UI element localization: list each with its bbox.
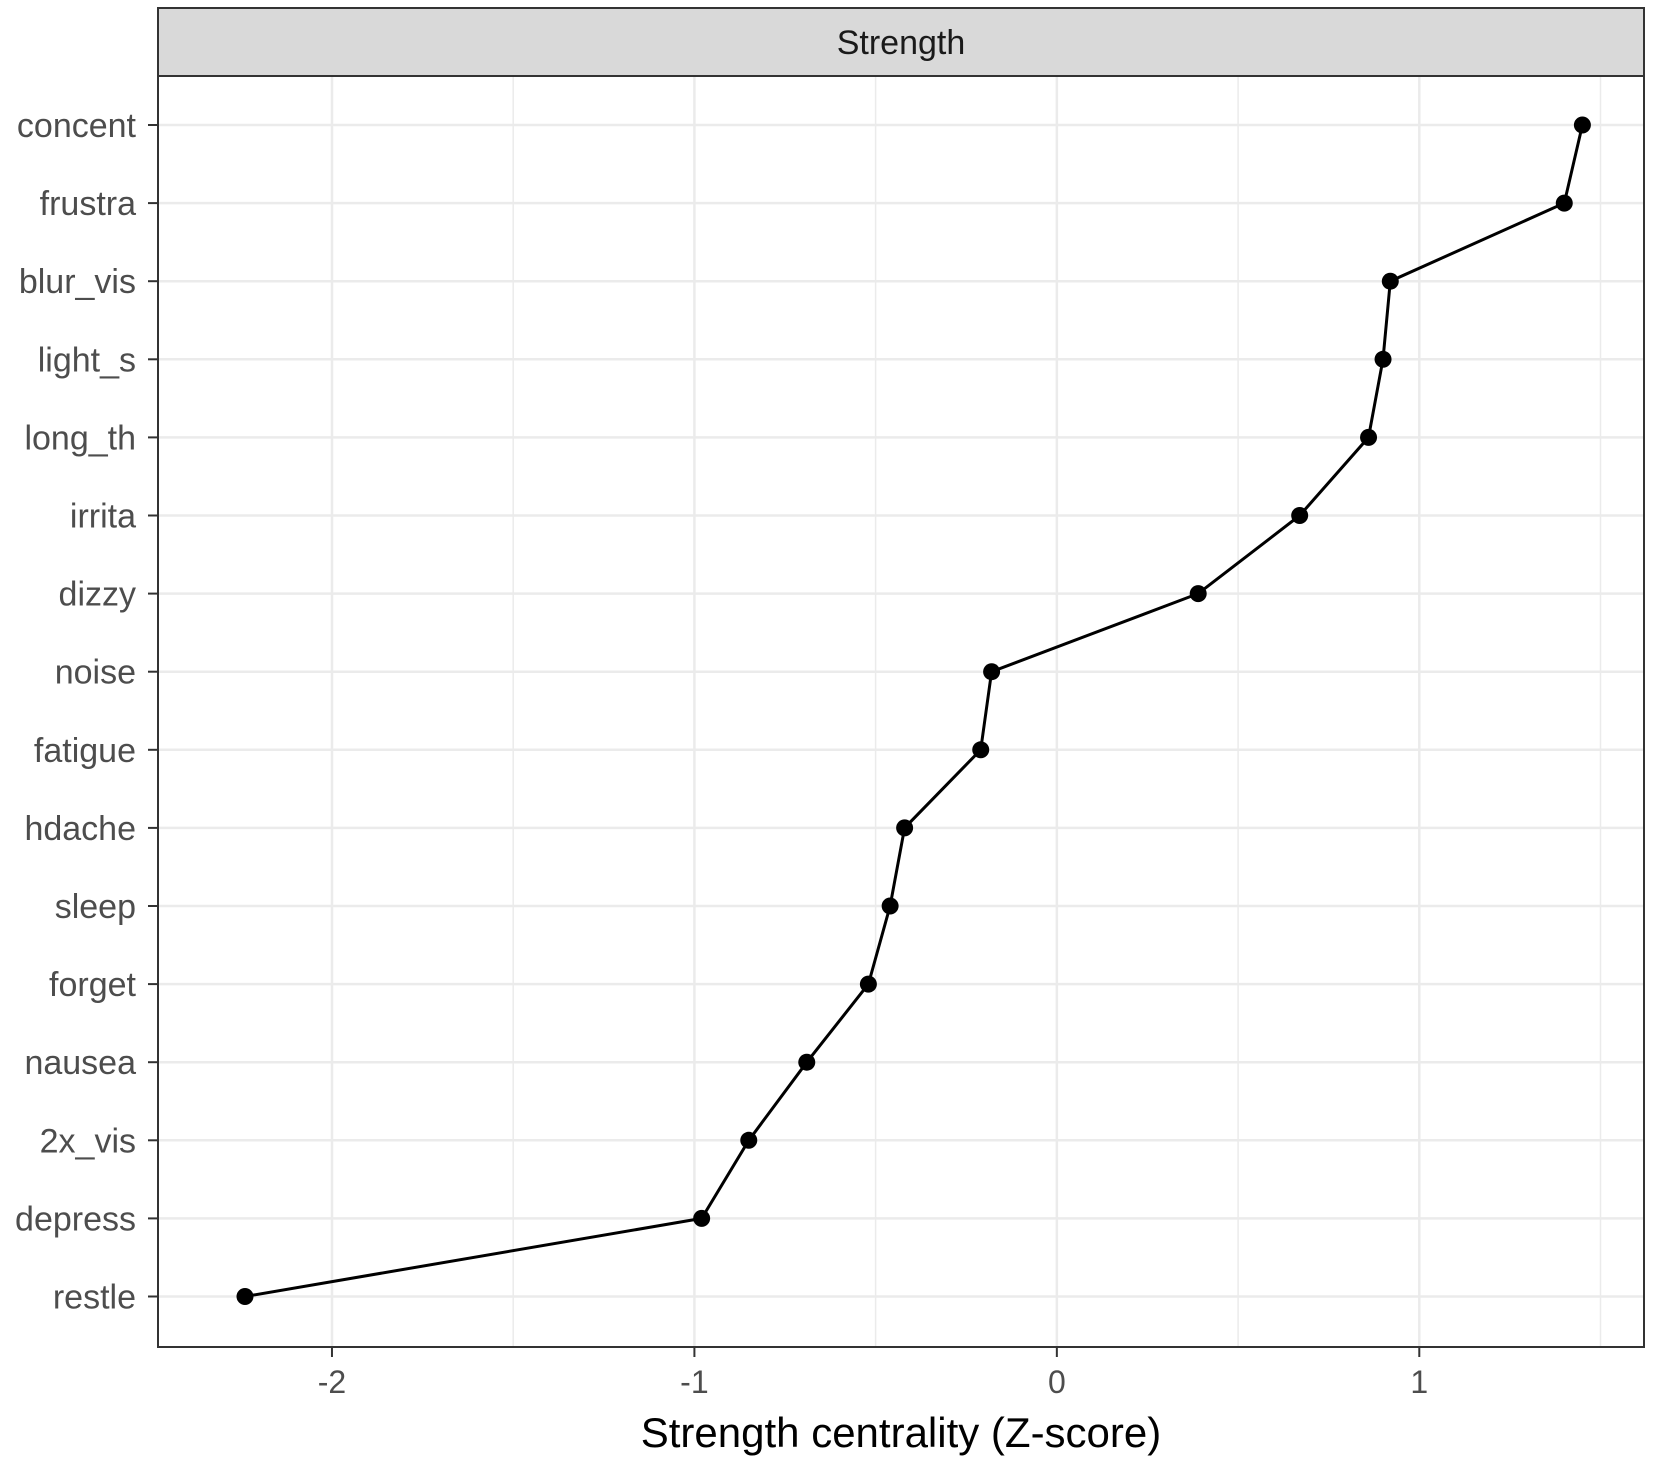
x-tick-label: 0: [1048, 1364, 1066, 1400]
y-tick-label: nausea: [24, 1044, 136, 1082]
x-axis-title: Strength centrality (Z-score): [641, 1409, 1162, 1456]
y-tick-label: depress: [15, 1200, 136, 1238]
data-point-2x_vis: [740, 1131, 758, 1149]
data-point-frustra: [1555, 194, 1573, 212]
y-tick-label: forget: [49, 966, 136, 1004]
data-point-fatigue: [972, 741, 990, 759]
grid-lines: [158, 76, 1644, 1347]
data-point-light_s: [1374, 350, 1392, 368]
series-strength: [236, 116, 1591, 1305]
x-tick-label: 1: [1410, 1364, 1428, 1400]
data-point-long_th: [1360, 428, 1378, 446]
data-point-dizzy: [1189, 585, 1207, 603]
data-point-restle: [236, 1288, 254, 1305]
panel-border: [157, 75, 1645, 1348]
y-tick-label: dizzy: [59, 576, 136, 614]
y-tick-label: sleep: [55, 888, 136, 926]
y-tick-label: noise: [55, 654, 136, 692]
y-tick-label: concent: [17, 107, 137, 145]
y-tick-label: irrita: [70, 498, 136, 536]
data-point-forget: [859, 975, 877, 993]
data-point-blur_vis: [1381, 272, 1399, 290]
y-tick-label: fatigue: [34, 732, 136, 770]
y-tick-label: frustra: [40, 185, 136, 223]
data-point-concent: [1573, 116, 1591, 134]
y-tick-label: restle: [53, 1279, 136, 1317]
x-tick-label: -1: [680, 1364, 708, 1400]
data-point-noise: [983, 663, 1001, 681]
data-point-hdache: [896, 819, 914, 837]
facet-strip-label: Strength: [837, 24, 966, 62]
facet-strip: [157, 7, 1645, 77]
data-point-sleep: [881, 897, 899, 915]
y-tick-label: 2x_vis: [40, 1122, 136, 1160]
axes: concent frustra blur_vis light_s long_thirri…: [15, 107, 1428, 1400]
y-tick-label: long_th: [24, 419, 136, 457]
data-point-depress: [693, 1209, 711, 1227]
x-tick-label: -2: [318, 1364, 346, 1400]
panel-background: [158, 76, 1644, 1347]
data-point-nausea: [798, 1053, 816, 1071]
y-tick-label: hdache: [24, 810, 136, 848]
y-tick-label: blur_vis: [19, 263, 136, 301]
y-tick-label: light_s: [38, 341, 136, 379]
series-line-strength: [244, 124, 1584, 1298]
data-point-irrita: [1291, 507, 1309, 524]
